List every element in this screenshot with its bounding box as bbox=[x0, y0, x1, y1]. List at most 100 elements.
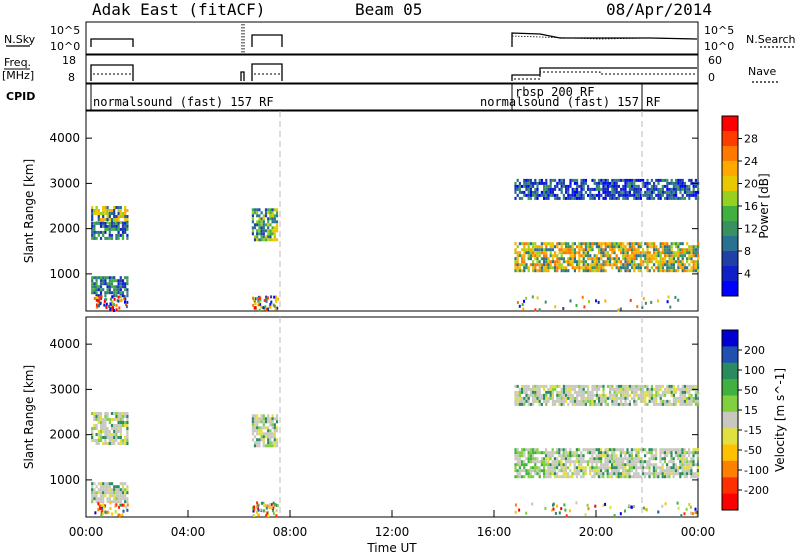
echo-cell bbox=[121, 224, 125, 228]
echo-cell bbox=[553, 457, 556, 461]
echo-cell bbox=[113, 488, 116, 492]
echo-cell bbox=[675, 399, 678, 403]
echo-cell bbox=[562, 457, 565, 461]
echo-cell bbox=[661, 190, 664, 194]
echo-cell bbox=[518, 251, 521, 255]
echo-cell bbox=[275, 220, 279, 224]
echo-cell bbox=[674, 463, 677, 467]
echo-cell bbox=[553, 460, 556, 464]
echo-cell bbox=[637, 245, 640, 249]
echo-cell bbox=[109, 302, 112, 306]
echo-cell bbox=[124, 224, 127, 228]
echo-cell bbox=[99, 412, 103, 415]
echo-cell bbox=[540, 251, 543, 255]
echo-cell bbox=[670, 178, 673, 182]
echo-cell bbox=[604, 466, 607, 470]
echo-cell bbox=[637, 251, 640, 255]
echo-cell bbox=[538, 263, 541, 267]
echo-cell bbox=[102, 209, 105, 212]
echo-cell bbox=[655, 393, 658, 397]
echo-cell bbox=[110, 491, 114, 495]
echo-cell bbox=[556, 193, 559, 197]
echo-cell bbox=[523, 448, 526, 452]
echo-cell bbox=[123, 297, 126, 300]
echo-cell bbox=[269, 208, 272, 212]
echo-cell bbox=[591, 178, 594, 182]
echo-cell bbox=[554, 254, 557, 258]
echo-cell bbox=[97, 491, 100, 495]
echo-cell bbox=[677, 187, 680, 191]
echo-cell bbox=[554, 402, 557, 406]
echo-cell bbox=[126, 276, 129, 280]
echo-cell bbox=[260, 305, 263, 309]
echo-cell bbox=[593, 266, 596, 270]
echo-cell bbox=[679, 454, 682, 458]
echo-cell bbox=[115, 308, 118, 312]
echo-cell bbox=[626, 266, 629, 270]
echo-cell bbox=[615, 469, 618, 473]
echo-cell bbox=[545, 266, 548, 270]
echo-cell bbox=[529, 475, 532, 479]
echo-cell bbox=[642, 396, 645, 400]
echo-cell bbox=[683, 248, 686, 252]
echo-cell bbox=[582, 187, 585, 191]
echo-cell bbox=[575, 460, 578, 464]
echo-cell bbox=[683, 251, 686, 255]
echo-cell bbox=[518, 269, 521, 273]
echo-cell bbox=[554, 196, 557, 200]
echo-cell bbox=[600, 193, 603, 197]
echo-cell bbox=[666, 248, 669, 252]
echo-cell bbox=[587, 507, 590, 511]
echo-cell bbox=[266, 296, 269, 300]
echo-cell bbox=[273, 226, 276, 230]
echo-cell bbox=[653, 399, 656, 403]
echo-cell bbox=[102, 503, 105, 507]
echo-cell bbox=[545, 396, 548, 400]
echo-cell bbox=[679, 475, 682, 479]
echo-cell bbox=[91, 224, 94, 228]
echo-cell bbox=[692, 472, 695, 476]
echo-cell bbox=[622, 384, 625, 388]
echo-cell bbox=[525, 396, 528, 400]
echo-cell bbox=[648, 399, 651, 403]
echo-cell bbox=[531, 502, 534, 506]
echo-cell bbox=[91, 291, 94, 295]
echo-cell bbox=[580, 245, 583, 249]
echo-cell bbox=[115, 206, 118, 209]
echo-cell bbox=[642, 263, 645, 267]
echo-cell bbox=[615, 184, 618, 188]
echo-cell bbox=[562, 475, 565, 479]
echo-cell bbox=[532, 460, 535, 464]
echo-cell bbox=[91, 412, 94, 415]
echo-cell bbox=[558, 242, 561, 246]
echo-cell bbox=[545, 454, 548, 458]
echo-cell bbox=[540, 393, 543, 397]
echo-cell bbox=[661, 451, 664, 455]
echo-cell bbox=[672, 457, 675, 461]
echo-cell bbox=[580, 178, 583, 182]
echo-cell bbox=[696, 469, 699, 473]
echo-cell bbox=[102, 218, 105, 221]
echo-cell bbox=[677, 454, 680, 458]
echo-cell bbox=[108, 491, 111, 495]
echo-cell bbox=[273, 295, 276, 299]
echo-cell bbox=[626, 463, 629, 467]
echo-cell bbox=[272, 501, 275, 505]
echo-cell bbox=[540, 245, 543, 249]
echo-cell bbox=[659, 178, 662, 182]
echo-cell bbox=[547, 469, 550, 473]
echo-cell bbox=[567, 475, 570, 479]
echo-cell bbox=[273, 423, 276, 427]
echo-cell bbox=[655, 399, 658, 403]
echo-cell bbox=[527, 399, 530, 403]
echo-cell bbox=[646, 248, 649, 252]
echo-cell bbox=[258, 429, 261, 433]
echo-cell bbox=[556, 257, 559, 261]
echo-cell bbox=[565, 190, 568, 194]
echo-cell bbox=[260, 501, 263, 505]
echo-cell bbox=[631, 396, 634, 400]
echo-cell bbox=[521, 263, 524, 267]
echo-cell bbox=[104, 212, 107, 215]
echo-cell bbox=[666, 193, 669, 197]
freq-trace-seg3 bbox=[251, 63, 283, 81]
